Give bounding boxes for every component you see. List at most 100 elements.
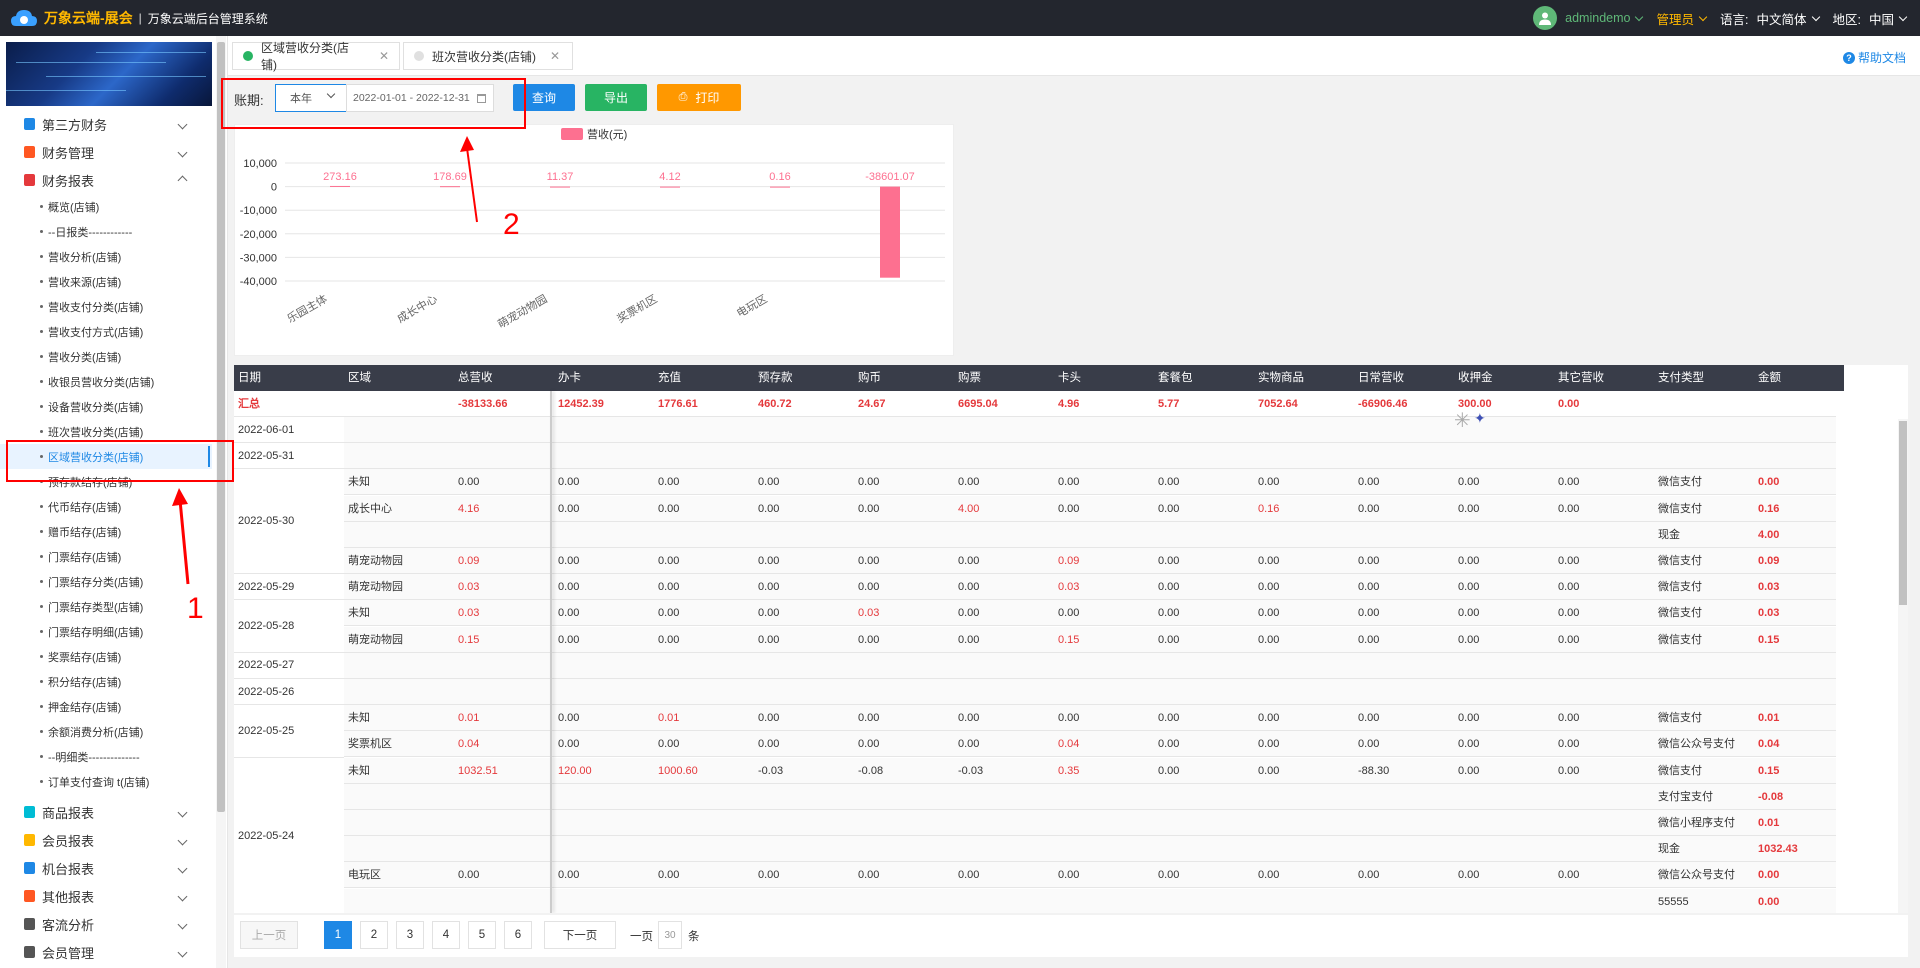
sidebar-item[interactable]: 赠币结存(店铺)	[0, 519, 212, 544]
table-cell: 0.00	[658, 476, 680, 489]
column-header[interactable]: 总营收	[458, 372, 493, 384]
sidebar-group-top-0[interactable]: 第三方财务	[0, 110, 212, 138]
period-select[interactable]: 本年	[275, 84, 347, 112]
total-cell: 6695.04	[958, 398, 998, 410]
sidebar-item[interactable]: 门票结存明细(店铺)	[0, 619, 212, 644]
sidebar-group-bottom-5[interactable]: 会员管理	[0, 938, 212, 966]
column-header[interactable]: 购币	[858, 372, 881, 384]
sidebar-group-bottom-0[interactable]: 商品报表	[0, 798, 212, 826]
column-header[interactable]: 办卡	[558, 372, 581, 384]
prev-page-button[interactable]: 上一页	[240, 921, 298, 949]
sidebar-item[interactable]: 收银员营收分类(店铺)	[0, 369, 212, 394]
sidebar-item[interactable]: 积分结存(店铺)	[0, 669, 212, 694]
language-menu[interactable]: 语言: 中文简体	[1720, 9, 1820, 28]
next-page-button[interactable]: 下一页	[544, 921, 616, 949]
y-tick-label: 0	[271, 182, 277, 194]
role-menu[interactable]: 管理员	[1656, 9, 1708, 28]
table-cell: 微信公众号支付	[1658, 869, 1735, 882]
sidebar-scrollbar-thumb[interactable]	[217, 42, 225, 812]
bar[interactable]	[880, 186, 900, 278]
export-button[interactable]: 导出	[585, 84, 647, 111]
table-cell: 现金	[1658, 528, 1680, 541]
date-range-input[interactable]: 2022-01-01 - 2022-12-31	[346, 84, 494, 112]
table-cell: 0.01	[1758, 712, 1780, 725]
table-cell: 0.00	[1058, 476, 1080, 489]
column-header[interactable]: 卡头	[1058, 372, 1081, 384]
bar[interactable]	[440, 186, 460, 188]
print-button[interactable]: ⎙ 打印	[657, 84, 741, 111]
sidebar-item[interactable]: 营收支付方式(店铺)	[0, 319, 212, 344]
sidebar-group-top-1[interactable]: 财务管理	[0, 138, 212, 166]
sidebar-item[interactable]: 代币结存(店铺)	[0, 494, 212, 519]
page-button-6[interactable]: 6	[504, 921, 532, 949]
column-header[interactable]: 日期	[238, 372, 261, 384]
sidebar-item[interactable]: 班次营收分类(店铺)	[0, 419, 212, 444]
per-page-input[interactable]: 30	[658, 921, 682, 949]
column-header[interactable]: 支付类型	[1658, 372, 1704, 384]
table-cell: 55555	[1658, 895, 1689, 908]
bar[interactable]	[330, 185, 350, 187]
sidebar-item[interactable]: 门票结存(店铺)	[0, 544, 212, 569]
report-icon	[24, 834, 35, 846]
sidebar-group-bottom-3[interactable]: 其他报表	[0, 882, 212, 910]
region-menu[interactable]: 地区: 中国	[1833, 9, 1908, 28]
sidebar-item[interactable]: 预存款结存(店铺)	[0, 469, 212, 494]
sidebar-item[interactable]: 门票结存分类(店铺)	[0, 569, 212, 594]
column-header[interactable]: 区域	[348, 372, 371, 384]
table-row: 萌宠动物园 0.03 0.00 0.00 0.00 0.00 0.00 0.03 0.00 0.0…	[234, 574, 1836, 601]
page-button-3[interactable]: 3	[396, 921, 424, 949]
table-cell: 0.01	[458, 712, 480, 725]
column-header[interactable]: 充值	[658, 372, 681, 384]
sidebar-item[interactable]: 概览(店铺)	[0, 194, 212, 219]
table-row: 成长中心 4.16 0.00 0.00 0.00 0.00 4.00 0.00 0.00 0.16…	[234, 495, 1836, 522]
column-header[interactable]: 收押金	[1458, 372, 1493, 384]
help-link[interactable]: ? 帮助文档	[1842, 49, 1906, 66]
sidebar-group-bottom-1[interactable]: 会员报表	[0, 826, 212, 854]
page-button-5[interactable]: 5	[468, 921, 496, 949]
sidebar-item[interactable]: 押金结存(店铺)	[0, 694, 212, 719]
report-icon	[24, 946, 35, 958]
sidebar-group-bottom-4[interactable]: 客流分析	[0, 910, 212, 938]
column-header[interactable]: 日常营收	[1358, 372, 1404, 384]
sidebar-item[interactable]: 营收支付分类(店铺)	[0, 294, 212, 319]
bar[interactable]	[770, 186, 790, 188]
page-button-2[interactable]: 2	[360, 921, 388, 949]
close-icon[interactable]: ✕	[550, 49, 561, 63]
column-header[interactable]: 实物商品	[1258, 372, 1304, 384]
table-cell: 0.00	[858, 476, 880, 489]
table-scrollbar-thumb[interactable]	[1899, 421, 1907, 605]
sidebar-group-bottom-2[interactable]: 机台报表	[0, 854, 212, 882]
sidebar-item[interactable]: 奖票结存(店铺)	[0, 644, 212, 669]
page-button-1[interactable]: 1	[324, 921, 352, 949]
sidebar-group-top-2[interactable]: 财务报表	[0, 166, 212, 194]
sidebar-item[interactable]: 区域营收分类(店铺)	[0, 444, 212, 469]
total-cell: 0.00	[1558, 398, 1580, 410]
table-cell: 0.00	[858, 581, 880, 594]
logo[interactable]: 万象云端-展会 | 万象云端后台管理系统	[0, 0, 268, 36]
query-button[interactable]: 查询	[513, 84, 575, 111]
column-header[interactable]: 购票	[958, 372, 981, 384]
sidebar-item[interactable]: 订单支付查询 t(店铺)	[0, 769, 212, 794]
table-cell: 未知	[348, 712, 370, 725]
table-cell: 0.00	[1558, 476, 1580, 489]
close-icon[interactable]: ✕	[378, 49, 390, 63]
column-header[interactable]: 套餐包	[1158, 372, 1193, 384]
sidebar-item[interactable]: 门票结存类型(店铺)	[0, 594, 212, 619]
table-cell: 0.00	[1358, 476, 1380, 489]
user-menu[interactable]: admindemo	[1533, 6, 1644, 30]
table-cell: 0.00	[658, 555, 680, 567]
sidebar-item[interactable]: 余额消费分析(店铺)	[0, 719, 212, 744]
tab-shift-revenue[interactable]: 班次营收分类(店铺) ✕	[403, 42, 573, 70]
column-header[interactable]: 其它营收	[1558, 372, 1604, 384]
sidebar-item[interactable]: 营收分析(店铺)	[0, 244, 212, 269]
column-header[interactable]: 金额	[1758, 372, 1781, 384]
bar[interactable]	[660, 186, 680, 188]
sidebar-item[interactable]: 营收分类(店铺)	[0, 344, 212, 369]
bar[interactable]	[550, 186, 570, 188]
page-button-4[interactable]: 4	[432, 921, 460, 949]
tab-region-revenue[interactable]: 区域营收分类(店铺) ✕	[232, 41, 400, 72]
sidebar-item[interactable]: 营收来源(店铺)	[0, 269, 212, 294]
column-header[interactable]: 预存款	[758, 372, 793, 384]
sidebar-item[interactable]: 设备营收分类(店铺)	[0, 394, 212, 419]
table-scrollbar[interactable]	[1898, 419, 1908, 913]
